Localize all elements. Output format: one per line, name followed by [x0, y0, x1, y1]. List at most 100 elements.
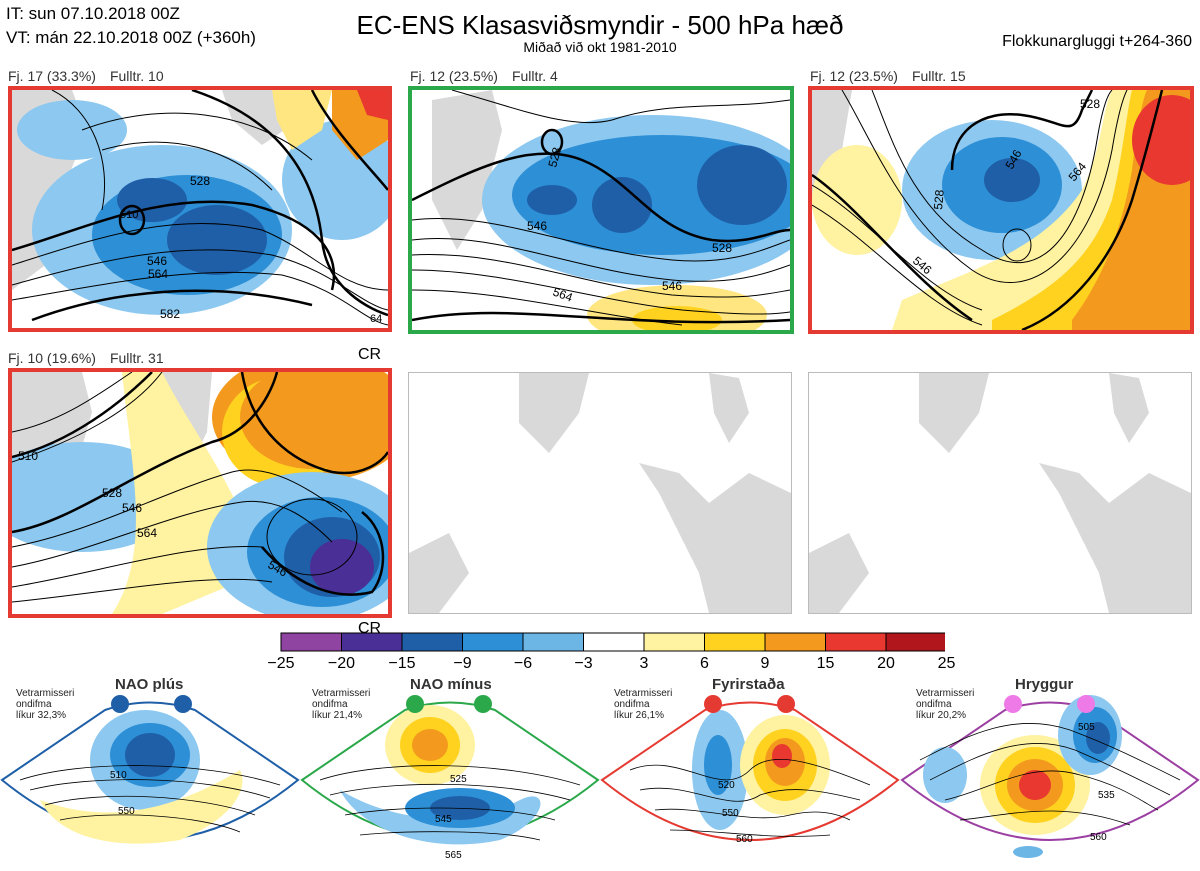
colorbar-swatch: [704, 632, 766, 652]
regime-2-note-1: Vetrarmisseri: [312, 688, 371, 699]
regime-2-contour-a: 525: [450, 774, 467, 785]
empty-map-2: [808, 372, 1192, 614]
colorbar-swatch: [522, 632, 584, 652]
cluster-3-map: 528 546 564 528 546: [808, 86, 1194, 334]
regime-4-title: Hryggur: [1015, 676, 1074, 693]
colorbar-tick-label: 25: [937, 655, 956, 672]
cluster-4-header: Fj. 10 (19.6%) Fulltr. 31: [8, 350, 178, 366]
cluster-2-contour-b: 546: [527, 219, 547, 233]
regime-1-contour-a: 510: [110, 770, 127, 781]
cluster-1-contour-d: 510: [120, 209, 138, 221]
page-subtitle: Miðað við okt 1981-2010: [523, 39, 677, 55]
regime-4-note-2: ondifma: [916, 699, 952, 710]
cluster-4-members: Fulltr. 31: [109, 350, 164, 366]
cluster-1-contour-e: 564: [148, 267, 168, 281]
colorbar-tick-label: −9: [453, 655, 472, 672]
cluster-2-contour-e: 528: [712, 241, 732, 255]
regime-1-contour-b: 550: [118, 806, 135, 817]
regime-3-map: 520 550 560: [600, 695, 900, 845]
regime-3-title: Fyrirstaða: [712, 676, 785, 693]
cluster-1-contour-f: 64: [370, 313, 382, 325]
colorbar: [280, 632, 945, 652]
cluster-1-label: Fj. 17 (33.3%): [8, 68, 96, 84]
cluster-3-members: Fulltr. 15: [911, 68, 966, 84]
cluster-3-contour-b: 546: [910, 254, 935, 278]
cluster-3-label: Fj. 12 (23.5%): [810, 68, 898, 84]
colorbar-tick-label: 3: [639, 655, 649, 672]
regime-3-note-1: Vetrarmisseri: [614, 688, 673, 699]
regime-3-note-3: líkur 26,1%: [614, 710, 665, 721]
colorbar-tick-label: 9: [760, 655, 770, 672]
cluster-4-contour-b: 528: [102, 486, 122, 500]
cluster-2-contour-d: 546: [662, 279, 682, 293]
regime-2-contour-b: 545: [435, 814, 452, 825]
cluster-1-contour-b: 546: [147, 254, 167, 268]
regime-3-contour-b: 550: [722, 808, 739, 819]
cluster-4-label: Fj. 10 (19.6%): [8, 350, 96, 366]
regime-3-contour-a: 520: [718, 780, 735, 791]
valid-time: VT: mán 22.10.2018 00Z (+360h): [6, 28, 256, 47]
cluster-1-contour-a: 528: [190, 174, 210, 188]
regime-1-note-2: ondifma: [16, 699, 52, 710]
regime-4-contour-a: 505: [1078, 722, 1095, 733]
colorbar-swatch: [643, 632, 705, 652]
colorbar-swatch: [462, 632, 524, 652]
cluster-1-header: Fj. 17 (33.3%) Fulltr. 10: [8, 68, 178, 84]
cluster-2-contour-a: 528: [545, 145, 564, 168]
cluster-2-label: Fj. 12 (23.5%): [410, 68, 498, 84]
cluster-4-map: 510 528 564 546 546: [8, 368, 392, 618]
regime-4-note: Vetrarmisseri ondifma líkur 20,2%: [916, 688, 974, 721]
colorbar-swatch: [825, 632, 887, 652]
colorbar-tick-label: −25: [267, 655, 295, 672]
cluster-1-contour-c: 582: [160, 307, 180, 321]
classification-window: Flokkunargluggi t+264-360: [1002, 33, 1192, 50]
cluster-2-header: Fj. 12 (23.5%) Fulltr. 4: [410, 68, 572, 84]
regime-2-note-3: líkur 21,4%: [312, 710, 363, 721]
regime-2-note-2: ondifma: [312, 699, 348, 710]
regime-4-map: 505 535 560: [900, 695, 1200, 858]
regime-1-map: 510 550: [0, 695, 300, 844]
cluster-4-contour-d: 546: [122, 501, 142, 515]
regime-2-contour-c: 565: [445, 850, 462, 861]
regime-3-note: Vetrarmisseri ondifma líkur 26,1%: [614, 688, 672, 721]
regime-1-note: Vetrarmisseri ondifma líkur 32,3%: [16, 688, 74, 721]
colorbar-swatch: [401, 632, 463, 652]
colorbar-swatch: [764, 632, 826, 652]
cluster-3-contour-a: 528: [1080, 97, 1100, 111]
cluster-1-members: Fulltr. 10: [109, 68, 164, 84]
regime-2-title: NAO mínus: [410, 676, 492, 693]
regime-row: NAO plús Vetrarmisseri ondifma líkur 32,…: [0, 676, 1200, 871]
regime-1-title: NAO plús: [115, 676, 184, 693]
regime-4-note-1: Vetrarmisseri: [916, 688, 975, 699]
colorbar-tick-label: −6: [513, 655, 533, 672]
colorbar-swatch: [885, 632, 945, 652]
empty-map-1: [408, 372, 792, 614]
regime-4-note-3: líkur 20,2%: [916, 710, 967, 721]
cluster-2-contour-c: 564: [551, 285, 575, 305]
colorbar-swatch: [341, 632, 403, 652]
colorbar-tick-label: −3: [574, 655, 593, 672]
regime-1-note-3: líkur 32,3%: [16, 710, 67, 721]
cluster-3-contour-d: 528: [931, 189, 947, 210]
colorbar-swatch: [583, 632, 645, 652]
colorbar-tick-label: −15: [388, 655, 416, 672]
regime-4-contour-c: 560: [1090, 832, 1107, 843]
initial-time: IT: sun 07.10.2018 00Z: [6, 4, 180, 23]
regime-4-contour-b: 535: [1098, 790, 1115, 801]
cluster-4-tag-top: CR: [358, 346, 382, 363]
cluster-2-map: 528 546 564 546 528: [408, 86, 794, 334]
regime-1-note-1: Vetrarmisseri: [16, 688, 75, 699]
cluster-4-contour-a: 510: [18, 449, 38, 463]
cluster-3-header: Fj. 12 (23.5%) Fulltr. 15: [810, 68, 980, 84]
cluster-1-map: 528 546 582 510 564 64: [8, 86, 392, 332]
page-title: EC-ENS Klasasviðsmyndir - 500 hPa hæð: [356, 10, 844, 40]
colorbar-tick-label: 15: [816, 655, 835, 672]
colorbar-tick-label: 6: [700, 655, 709, 672]
regime-3-note-2: ondifma: [614, 699, 650, 710]
regime-2-note: Vetrarmisseri ondifma líkur 21,4%: [312, 688, 370, 721]
colorbar-swatch: [280, 632, 342, 652]
colorbar-tick-label: 20: [877, 655, 895, 672]
colorbar-tick-label: −20: [327, 655, 356, 672]
regime-2-map: 525 545 565: [300, 695, 600, 861]
cluster-2-members: Fulltr. 4: [511, 68, 558, 84]
